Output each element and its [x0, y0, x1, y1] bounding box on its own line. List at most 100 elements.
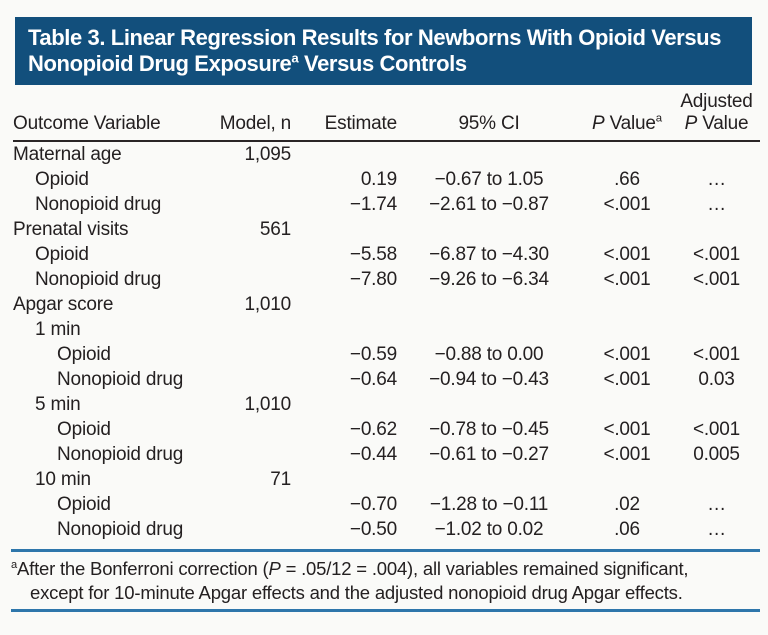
table-row: Prenatal visits 561	[13, 217, 760, 242]
cell-95-ci	[397, 217, 581, 242]
footnote-marker-a: a	[655, 112, 662, 125]
p-italic: P	[684, 113, 698, 134]
cell-adjusted-p-value: 0.005	[693, 444, 740, 465]
cell-outcome-variable: Opioid	[35, 169, 89, 190]
cell-outcome-variable: Opioid	[57, 344, 111, 365]
table-figure: Table 3. Linear Regression Results for N…	[0, 17, 768, 612]
cell-model-n: 1,010	[244, 394, 291, 415]
cell-outcome-variable: Opioid	[57, 419, 111, 440]
regression-results-table: Outcome Variable Model, n Estimate 95% C…	[13, 91, 760, 542]
cell-adjusted-p-value	[673, 292, 760, 317]
table-row: 1 min	[13, 317, 760, 342]
cell-adjusted-p-value: 0.03	[698, 369, 735, 390]
cell-95-ci: −0.67 to 1.05	[434, 169, 544, 190]
cell-estimate: −0.64	[349, 369, 397, 390]
cell-model-n	[215, 267, 291, 292]
cell-95-ci	[397, 292, 581, 317]
cell-model-n: 561	[259, 219, 291, 240]
cell-p-value: .02	[614, 494, 640, 515]
cell-model-n	[215, 242, 291, 267]
cell-adjusted-p-value: <.001	[692, 344, 741, 365]
cell-outcome-variable: Nonopioid drug	[35, 194, 162, 215]
cell-p-value: <.001	[603, 194, 651, 215]
cell-outcome-variable: Apgar score	[13, 294, 114, 315]
cell-95-ci: −6.87 to −4.30	[429, 244, 549, 265]
cell-model-n	[215, 417, 291, 442]
cell-model-n	[215, 317, 291, 342]
cell-estimate	[291, 317, 397, 342]
cell-model-n: 71	[270, 469, 291, 490]
cell-95-ci	[397, 141, 581, 167]
table-title-bar: Table 3. Linear Regression Results for N…	[15, 17, 752, 85]
cell-p-value	[581, 467, 673, 492]
footnote-line2: except for 10-minute Apgar effects and t…	[30, 582, 683, 603]
cell-estimate: −0.59	[349, 344, 397, 365]
cell-95-ci	[397, 467, 581, 492]
column-header-model-n: Model, n	[215, 91, 291, 142]
cell-model-n	[215, 367, 291, 392]
cell-adjusted-p-value: …	[707, 194, 726, 215]
cell-model-n	[215, 342, 291, 367]
cell-p-value: <.001	[603, 419, 651, 440]
cell-95-ci	[397, 317, 581, 342]
table-row: Nonopioid drug −0.64 −0.94 to −0.43 <.00…	[13, 367, 760, 392]
bottom-rule	[11, 609, 760, 612]
footnote-marker-a: a	[11, 558, 17, 571]
adjusted-text: Adjusted	[680, 91, 753, 112]
p-value-text: Value	[604, 113, 656, 134]
cell-95-ci: −1.28 to −0.11	[429, 494, 549, 515]
table-row: Apgar score 1,010	[13, 292, 760, 317]
cell-outcome-variable: Maternal age	[13, 144, 122, 165]
table-title-line1: Table 3. Linear Regression Results for N…	[28, 25, 722, 50]
cell-95-ci: −1.02 to 0.02	[434, 519, 544, 540]
cell-95-ci: −0.78 to −0.45	[429, 419, 549, 440]
cell-model-n	[215, 492, 291, 517]
cell-estimate: −0.44	[349, 444, 397, 465]
table-body: Maternal age 1,095 Opioid 0.19 −0.67 to …	[13, 141, 760, 542]
column-header-outcome-variable: Outcome Variable	[13, 91, 215, 142]
column-header-95-ci: 95% CI	[397, 91, 581, 142]
cell-adjusted-p-value: …	[707, 519, 726, 540]
p-italic: P	[592, 113, 605, 134]
p-italic: P	[268, 558, 281, 579]
cell-estimate: 0.19	[360, 169, 397, 190]
cell-p-value: .06	[614, 519, 640, 540]
footnote-top-rule	[11, 549, 760, 552]
table-title-line2-tail: Versus Controls	[298, 51, 467, 76]
cell-95-ci: −0.94 to −0.43	[429, 369, 549, 390]
table-row: Opioid −0.62 −0.78 to −0.45 <.001 <.001	[13, 417, 760, 442]
cell-outcome-variable: Nonopioid drug	[57, 519, 184, 540]
cell-estimate	[291, 292, 397, 317]
table-row: 5 min 1,010	[13, 392, 760, 417]
cell-adjusted-p-value: <.001	[692, 269, 741, 290]
cell-outcome-variable: Nonopioid drug	[57, 444, 184, 465]
cell-adjusted-p-value	[673, 467, 760, 492]
footnote-line1-tail: = .05/12 = .004), all variables remained…	[280, 558, 689, 579]
cell-p-value	[581, 217, 673, 242]
footnote: aAfter the Bonferroni correction (P = .0…	[11, 557, 760, 605]
cell-estimate: −0.70	[349, 494, 397, 515]
table-title-line2: Nonopioid Drug Exposurea Versus Controls	[28, 51, 740, 77]
cell-model-n	[215, 167, 291, 192]
cell-p-value	[581, 392, 673, 417]
adj-p-value-text: Value	[697, 113, 749, 134]
cell-p-value: <.001	[603, 369, 651, 390]
table-header: Outcome Variable Model, n Estimate 95% C…	[13, 91, 760, 142]
cell-95-ci	[397, 392, 581, 417]
cell-adjusted-p-value: …	[707, 169, 726, 190]
cell-outcome-variable: Opioid	[57, 494, 111, 515]
cell-95-ci: −0.88 to 0.00	[434, 344, 544, 365]
cell-estimate: −5.58	[349, 244, 397, 265]
footnote-marker-a: a	[291, 50, 299, 66]
table-row: Nonopioid drug −1.74 −2.61 to −0.87 <.00…	[13, 192, 760, 217]
cell-outcome-variable: Opioid	[35, 244, 89, 265]
cell-outcome-variable: Prenatal visits	[13, 219, 129, 240]
cell-model-n	[215, 442, 291, 467]
cell-p-value	[581, 317, 673, 342]
cell-outcome-variable: Nonopioid drug	[57, 369, 184, 390]
table-row: Opioid 0.19 −0.67 to 1.05 .66 …	[13, 167, 760, 192]
cell-p-value	[581, 141, 673, 167]
cell-adjusted-p-value	[673, 141, 760, 167]
table-row: Nonopioid drug −0.44 −0.61 to −0.27 <.00…	[13, 442, 760, 467]
table-row: Nonopioid drug −7.80 −9.26 to −6.34 <.00…	[13, 267, 760, 292]
